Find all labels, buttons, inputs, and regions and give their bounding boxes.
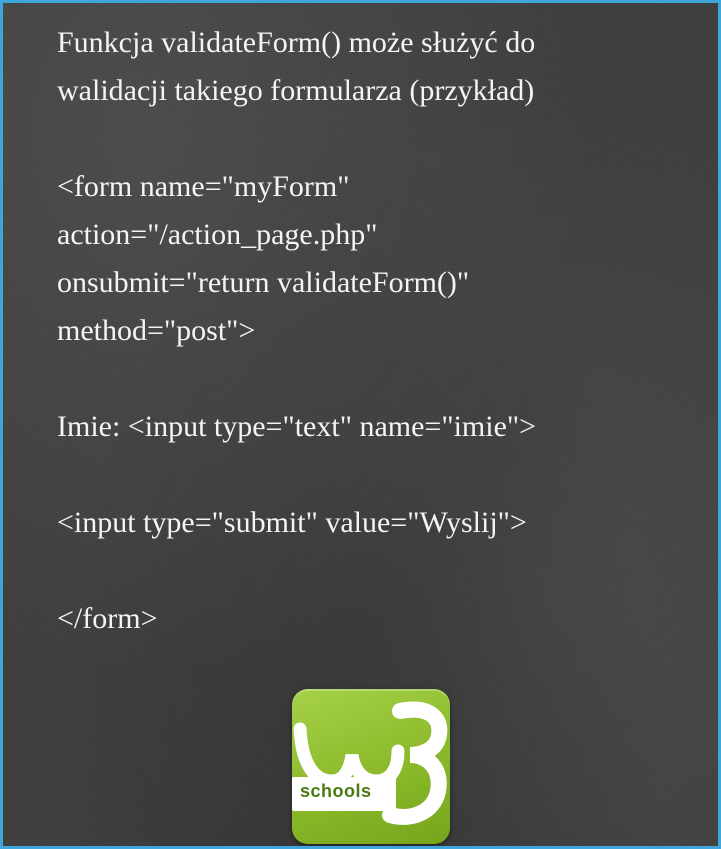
text-line: Funkcja validateForm() może służyć do <box>57 26 536 59</box>
code-line <box>57 355 697 403</box>
code-line: method="post"> <box>57 314 256 347</box>
text-line: walidacji takiego formularza (przykład) <box>57 74 535 107</box>
w3-glyph-icon <box>292 701 448 825</box>
logo-wordmark: schools <box>300 781 372 801</box>
code-line: onsubmit="return validateForm()" <box>57 266 470 299</box>
code-line: <form name="myForm" <box>57 170 350 203</box>
code-line: <input type="submit" value="Wyslij"> <box>57 506 527 539</box>
text-line <box>57 115 697 163</box>
slide-text: Funkcja validateForm() może służyć do wa… <box>57 19 697 643</box>
code-line: </form> <box>57 602 158 635</box>
w3schools-logo: schools <box>292 689 450 844</box>
code-line <box>57 547 697 595</box>
code-line <box>57 451 697 499</box>
code-line: Imie: <input type="text" name="imie"> <box>57 410 537 443</box>
code-line: action="/action_page.php" <box>57 218 378 251</box>
